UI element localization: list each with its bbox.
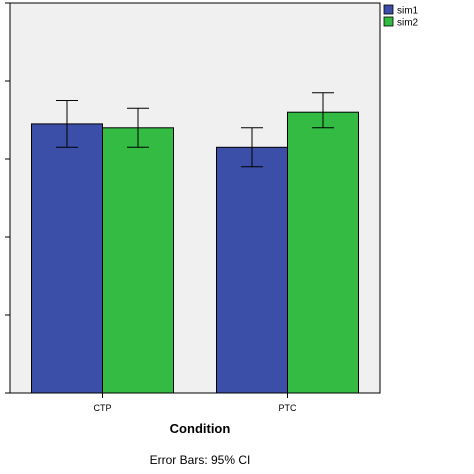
x-tick-label-ptc: PTC: [279, 403, 298, 413]
error-bars-group: [56, 92, 334, 168]
bar-sim1-ptc: [216, 146, 288, 394]
y-ticks-group: [5, 2, 10, 394]
bar-sim1-ctp: [31, 123, 103, 394]
legend-label-sim1: sim1: [397, 6, 419, 17]
error-bars-note: Error Bars: 95% CI: [150, 453, 251, 467]
bar-sim2-ctp: [102, 127, 174, 394]
legend-swatch-sim2: [383, 16, 394, 27]
legend-label-sim2: sim2: [397, 18, 419, 29]
x-axis-label: Condition: [170, 421, 231, 436]
x-ticks-group: CTP PTC: [94, 393, 298, 413]
legend-swatch-sim1: [383, 4, 394, 15]
bar-sim2-ptc: [287, 111, 359, 394]
x-tick-label-ctp: CTP: [94, 403, 112, 413]
